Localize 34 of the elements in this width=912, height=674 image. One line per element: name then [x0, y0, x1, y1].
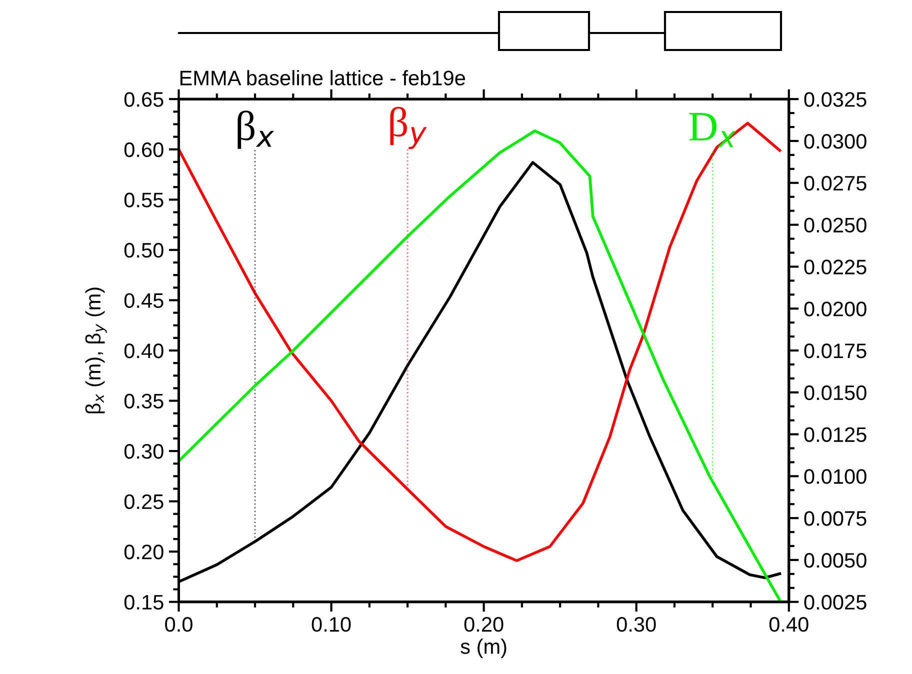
y2-tick-label: 0.0200	[804, 302, 866, 316]
y2-tick-label: 0.0150	[804, 385, 866, 400]
x-axis-title: s (m)	[460, 638, 506, 658]
y2-tick-label: 0.0125	[804, 427, 866, 442]
y-tick-label: 0.55	[124, 192, 164, 208]
y-tick-label: 0.40	[124, 343, 164, 358]
y-tick-label: 0.65	[124, 92, 164, 107]
y-tick-label: 0.60	[124, 142, 164, 158]
y2-tick-label: 0.0175	[804, 343, 866, 358]
annotation: β$_{x}$	[238, 110, 274, 149]
y2-tick-label: 0.0100	[804, 469, 866, 484]
y-tick-label: 0.50	[124, 242, 164, 258]
y-tick-label: 0.35	[124, 394, 164, 409]
y-tick-label: 0.15	[124, 594, 164, 610]
chart-title: EMMA baseline lattice - feb19e	[180, 70, 466, 86]
x-tick-label: 0.40	[769, 617, 808, 632]
y-tick-label: 0.25	[124, 494, 164, 510]
y2-tick-label: 0.0225	[804, 260, 866, 274]
x-tick-label: 0.10	[312, 617, 351, 632]
x-tick-label: 0.30	[616, 617, 656, 632]
y2-tick-label: 0.0025	[804, 594, 866, 610]
y2-tick-label: 0.0050	[804, 552, 866, 568]
y2-tick-label: 0.0075	[804, 511, 866, 526]
y-tick-label: 0.30	[124, 444, 164, 459]
y2-tick-label: 0.0275	[804, 176, 866, 191]
y-tick-label: 0.20	[124, 544, 164, 560]
x-tick-label: 0.20	[464, 617, 504, 632]
y2-tick-label: 0.0300	[804, 134, 866, 149]
annotation: β$_{y}$	[390, 106, 427, 150]
y2-tick-label: 0.0325	[804, 92, 866, 107]
y-tick-label: 0.45	[124, 293, 164, 308]
y-axis-title: β$_{x}$ (m), β$_{y}$ (m)	[85, 288, 107, 414]
x-tick-label: 0.0	[165, 617, 192, 632]
y2-tick-label: 0.0250	[804, 218, 866, 233]
